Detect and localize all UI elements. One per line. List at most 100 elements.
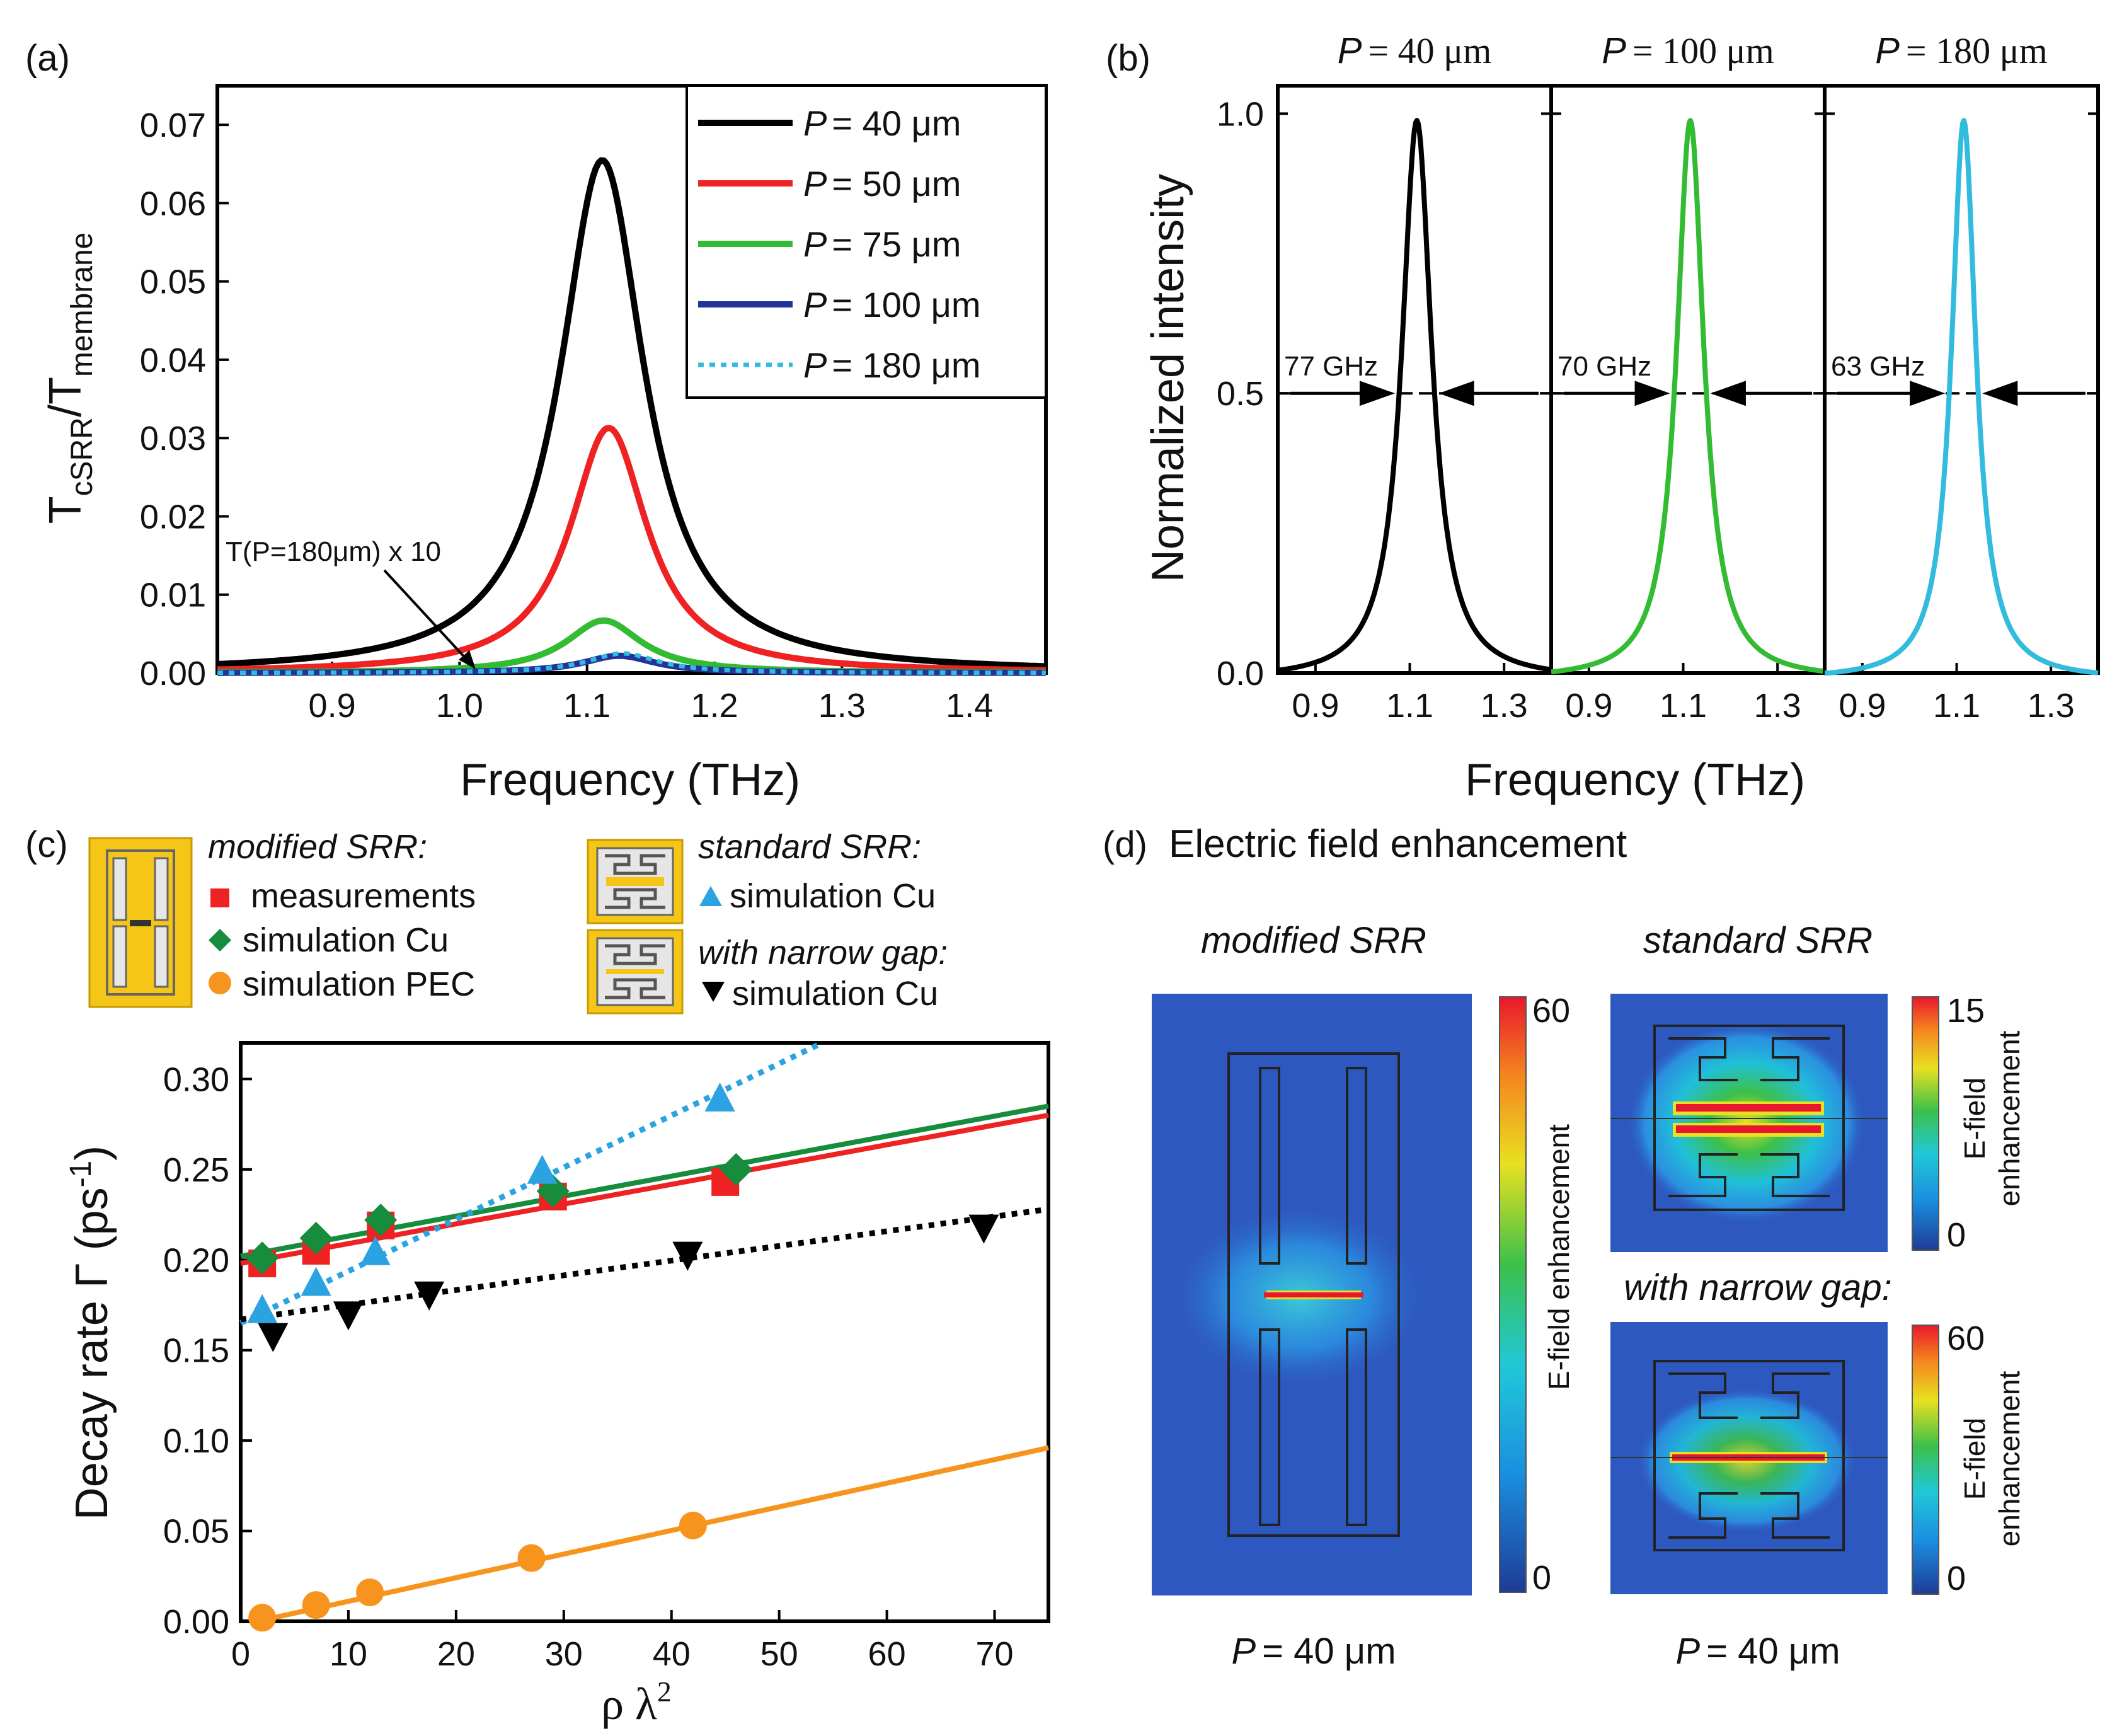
y-tick-label: 0.04: [140, 342, 206, 379]
y-tick-label: 0.03: [140, 420, 206, 457]
y-tick-label: 0.10: [163, 1422, 229, 1460]
y-tick-label: 0.01: [140, 577, 206, 614]
fit-measurements: [240, 1112, 1049, 1266]
x-tick-label: 30: [545, 1635, 583, 1673]
colorbar-modified-title: E-field enhancement: [1542, 1124, 1575, 1390]
panel-b-subplot: P = 100 μm 0.9 1.1 1.3 70 GHz: [1549, 30, 1827, 725]
x-tick-label: 1.1: [1386, 687, 1433, 725]
x-tick-label: 0.9: [1839, 687, 1886, 725]
point-circle: [356, 1578, 384, 1607]
x-tick-label: 0: [231, 1635, 250, 1673]
legend-narrow-title: with narrow gap:: [698, 934, 948, 972]
x-tick-label: 1.3: [1481, 687, 1528, 725]
fwhm-arrowhead-left: [1634, 381, 1670, 406]
x-tick-label: 1.1: [1660, 687, 1707, 725]
p-label-standard: P = 40 μm: [1675, 1631, 1840, 1672]
fwhm-arrowhead-right: [1982, 381, 2018, 406]
x-tick-label: 40: [653, 1635, 691, 1673]
colorbar-standard-min: 0: [1947, 1216, 1966, 1254]
panel-a-xlabel: Frequency (THz): [460, 755, 800, 805]
panel-b-label: (b): [1106, 38, 1150, 79]
y-tick-label: 0.0: [1217, 655, 1264, 693]
point-circle: [248, 1604, 277, 1632]
legend-measurements: measurements: [251, 877, 476, 915]
fwhm-arrowhead-right: [1438, 381, 1474, 406]
panel-c-ylabel: Decay rate Γ (ps-1): [64, 1146, 117, 1520]
point-circle: [517, 1544, 546, 1572]
legend-simulation-cu: simulation Cu: [243, 921, 449, 959]
point-triangle-up: [527, 1154, 558, 1184]
x-tick-label: 1.4: [946, 687, 993, 725]
standard-srr-label: standard SRR: [1643, 920, 1873, 961]
panel-d-label: (d): [1103, 824, 1147, 865]
fwhm-arrowhead-left: [1910, 381, 1946, 406]
standard-srr-icon: [587, 839, 684, 924]
point-triangle-down: [258, 1323, 289, 1352]
x-tick-label: 1.3: [818, 687, 866, 725]
y-tick-label: 0.06: [140, 185, 206, 222]
panel-a-label: (a): [25, 38, 70, 79]
legend-modified-title: modified SRR:: [208, 828, 427, 866]
fwhm-arrowhead-left: [1359, 381, 1395, 406]
panel-c: (c) modified SRR: measurements: [25, 824, 1050, 1729]
point-circle: [679, 1511, 707, 1539]
colorbar-narrow: [1912, 1325, 1939, 1595]
point-triangle-up: [360, 1236, 391, 1265]
panel-a-curves: [217, 157, 1047, 676]
x-tick-label: 1.0: [436, 687, 483, 725]
panel-c-axes: 0 10 20 30 40 50 60 70 0.00 0.05 0.10 0.15 0.20 0.25 0…: [163, 1061, 1014, 1673]
fwhm-arrowhead-right: [1710, 381, 1746, 406]
colorbar-narrow-title1: E-field: [1958, 1418, 1991, 1500]
panel-a: (a) 0.9 1.0 1.1 1.2 1.3 1.40.000.010.020.030.…: [25, 38, 1048, 805]
panel-b-subplot: P = 40 μm 0.9 1.1 1.3 0.0 0.5 1.0 77 GHz: [1217, 30, 1553, 725]
legend-label: P = 180 μm: [803, 345, 981, 385]
x-tick-label: 1.3: [1754, 687, 1801, 725]
panel-a-ylabel: TcSRR/Tmembrane: [40, 233, 99, 524]
panel-b-ylabel: Normalized intensity: [1143, 174, 1193, 582]
point-diamond: [720, 1153, 753, 1186]
fwhm-label: 70 GHz: [1558, 351, 1651, 382]
point-diamond: [299, 1221, 333, 1255]
subplot-title: P = 40 μm: [1338, 30, 1492, 71]
x-tick-label: 60: [868, 1635, 906, 1673]
legend-standard-marker: [699, 886, 722, 906]
legend-label: P = 75 μm: [803, 224, 961, 264]
subplot-title: P = 100 μm: [1602, 30, 1774, 71]
colorbar-narrow-max: 60: [1947, 1319, 1985, 1357]
modified-srr-field-map: [1152, 994, 1472, 1595]
colorbar-narrow-min: 0: [1947, 1560, 1966, 1597]
x-tick-label: 20: [437, 1635, 475, 1673]
y-tick-label: 0.30: [163, 1061, 229, 1098]
spectrum-curve: [1277, 118, 1552, 673]
panel-d-title: Electric field enhancement: [1169, 822, 1627, 866]
legend-standard-title: standard SRR:: [698, 828, 921, 866]
legend-standard-sim: simulation Cu: [730, 877, 936, 915]
x-tick-label: 50: [760, 1635, 798, 1673]
fit-narrow-gap: [240, 1206, 1049, 1323]
fwhm-label: 77 GHz: [1284, 351, 1378, 382]
x-tick-label: 1.2: [691, 687, 738, 725]
subplot-frame: [1823, 84, 2100, 675]
fwhm-label: 63 GHz: [1831, 351, 1925, 382]
colorbar-narrow-title2: enhancement: [1993, 1371, 2026, 1546]
point-triangle-down: [672, 1241, 703, 1271]
panel-c-plot-frame: [239, 1041, 1050, 1623]
curve-40um: [217, 157, 1047, 670]
p-label-modified: P = 40 μm: [1231, 1631, 1396, 1672]
modified-srr-icon: [88, 837, 193, 1008]
legend-narrow-sim: simulation Cu: [732, 975, 938, 1013]
legend-sim-cu-marker: [209, 929, 231, 951]
point-triangle-up: [247, 1294, 278, 1323]
y-tick-label: 0.00: [140, 655, 206, 693]
point-circle: [302, 1591, 330, 1619]
colorbar-standard: [1912, 996, 1939, 1251]
legend-entries: P = 40 μm P = 50 μm P = 75 μm P = 100 μm P = 180 …: [698, 103, 981, 385]
y-tick-label: 0.25: [163, 1151, 229, 1189]
x-tick-label: 70: [975, 1635, 1013, 1673]
panel-b-subplots: P = 40 μm 0.9 1.1 1.3 0.0 0.5 1.0 77 GHz P = 100 μ…: [1217, 30, 2100, 725]
legend-label: P = 50 μm: [803, 164, 961, 204]
y-tick-label: 0.15: [163, 1332, 229, 1370]
point-triangle-up: [301, 1267, 331, 1296]
panel-c-xlabel: ρ λ2: [601, 1676, 672, 1729]
subplot-title: P = 180 μm: [1875, 30, 2048, 71]
